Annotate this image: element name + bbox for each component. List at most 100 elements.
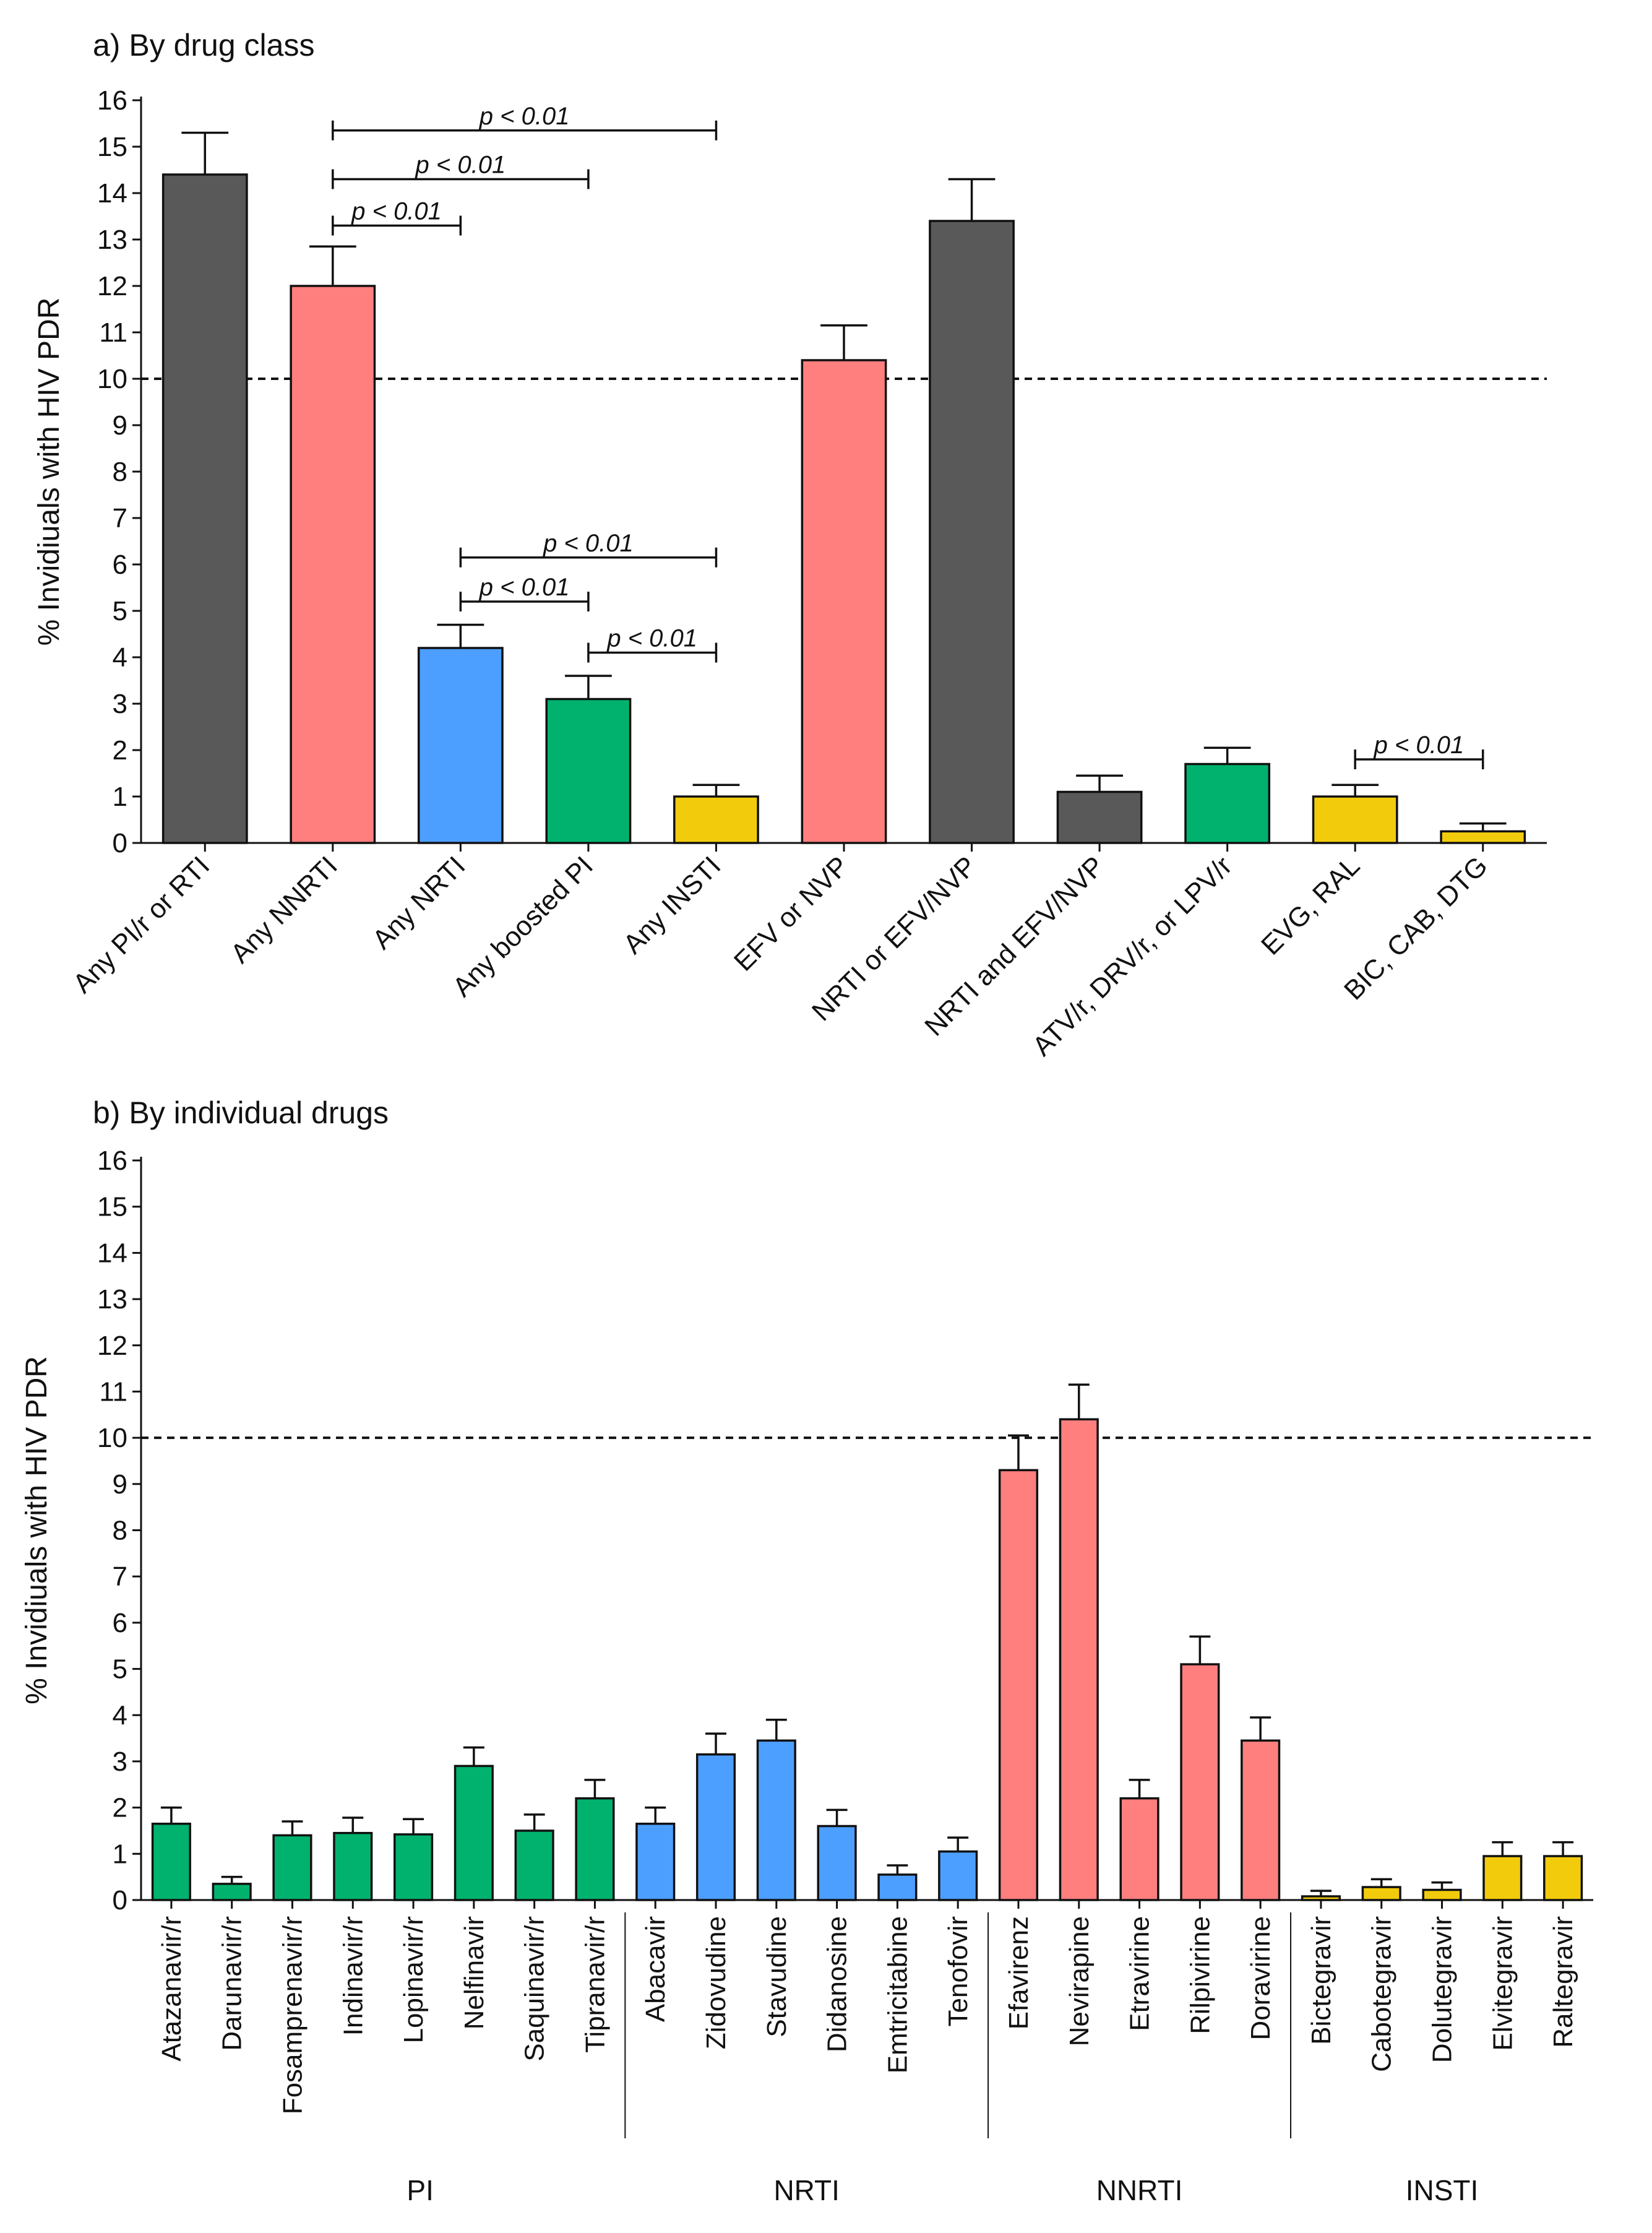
a-bar-5	[801, 359, 887, 844]
a-p-value-label: p < 0.01	[1374, 732, 1465, 759]
a-bar-10	[1440, 830, 1526, 844]
b-bar-10	[756, 1739, 796, 1901]
b-category-label: Raltegravir	[1548, 1916, 1578, 2048]
b-y-tick-label: 6	[113, 1608, 127, 1638]
a-y-tick-label: 12	[97, 271, 127, 301]
a-y-tick-label: 14	[97, 178, 127, 209]
b-category-label: Darunavir/r	[217, 1916, 247, 2051]
panel-b-title: b) By individual drugs	[93, 1095, 389, 1130]
a-y-tick-label: 11	[99, 317, 127, 348]
b-bar-9	[695, 1753, 736, 1901]
b-category-label: Rilpivirine	[1185, 1916, 1215, 2034]
b-bar-17	[1180, 1663, 1220, 1901]
b-category-label: Cabotegravir	[1367, 1916, 1397, 2072]
b-y-tick-label: 1	[113, 1839, 127, 1869]
a-p-value-label: p < 0.01	[351, 198, 442, 225]
a-y-tick-label: 15	[97, 132, 127, 162]
b-bar-12	[877, 1873, 918, 1901]
b-bar-6	[514, 1829, 554, 1901]
b-category-label: Bictegravir	[1306, 1916, 1336, 2045]
b-bar-7	[575, 1797, 615, 1901]
a-y-tick-label: 10	[97, 364, 127, 394]
a-bar-7	[1056, 790, 1143, 844]
b-category-label: Nelfinavir	[459, 1916, 489, 2029]
b-bar-19	[1301, 1895, 1341, 1901]
b-y-tick-label: 9	[113, 1469, 127, 1500]
a-category-label: EFV or NVP	[728, 850, 854, 977]
b-group-label: NRTI	[773, 2174, 840, 2206]
a-bar-3	[545, 698, 632, 844]
b-y-tick-label: 10	[97, 1423, 127, 1453]
b-y-tick-label: 14	[97, 1238, 127, 1268]
b-category-label: Atazanavir/r	[157, 1916, 187, 2062]
b-bar-4	[393, 1833, 434, 1901]
a-y-tick-label: 9	[113, 410, 127, 441]
b-y-tick-label: 2	[113, 1793, 127, 1823]
a-p-value-label: p < 0.01	[479, 574, 570, 601]
b-bar-13	[938, 1850, 978, 1901]
panel-a-bars	[161, 131, 1526, 844]
a-category-label: Any NNRTI	[225, 850, 343, 969]
b-category-label: Tipranavir/r	[580, 1916, 610, 2053]
b-group-label: INSTI	[1406, 2174, 1479, 2206]
b-y-tick-label: 11	[99, 1376, 127, 1407]
a-category-label: EVG, RAL	[1255, 850, 1366, 961]
panel-b-individual-drugs: b) By individual drugs % Invidiuals with…	[20, 1095, 1593, 2206]
a-bar-2	[417, 647, 504, 844]
b-category-label: Indinavir/r	[338, 1916, 368, 2036]
b-category-label: Efavirenz	[1004, 1916, 1034, 2029]
b-bar-20	[1361, 1886, 1401, 1901]
b-category-label: Fosamprenavir/r	[277, 1916, 308, 2114]
b-category-label: Tenofovir	[943, 1916, 973, 2027]
panel-a-significance-annotations: p < 0.01 p < 0.01 p < 0.01 p < 0.01 p < 0.01…	[332, 103, 1484, 769]
b-category-label: Didanosine	[822, 1916, 853, 2052]
a-p-value-label: p < 0.01	[479, 103, 570, 130]
a-y-tick-label: 5	[113, 596, 127, 626]
b-group-label: NNRTI	[1096, 2174, 1183, 2206]
a-y-tick-label: 4	[113, 642, 127, 673]
b-category-label: Doravirine	[1245, 1916, 1276, 2041]
b-y-tick-label: 0	[113, 1885, 127, 1916]
b-category-label: Dolutegravir	[1427, 1916, 1458, 2063]
b-y-tick-label: 12	[97, 1331, 127, 1361]
a-bar-6	[929, 220, 1015, 844]
a-category-label: Any NRTI	[367, 850, 471, 955]
a-bar-0	[161, 173, 248, 844]
panel-a-drug-class: a) By drug class % Invidiuals with HIV P…	[33, 28, 1547, 1062]
b-category-label: Saquinavir/r	[520, 1916, 550, 2062]
a-y-tick-label: 8	[113, 457, 127, 487]
a-y-tick-label: 2	[113, 735, 127, 766]
b-category-label: Nevirapine	[1064, 1916, 1095, 2046]
b-y-tick-label: 8	[113, 1516, 127, 1546]
b-bar-1	[212, 1883, 252, 1901]
b-y-tick-label: 15	[97, 1192, 127, 1222]
b-y-tick-label: 16	[97, 1146, 127, 1176]
b-group-label: PI	[407, 2174, 433, 2206]
b-bar-23	[1543, 1855, 1583, 1901]
a-y-tick-label: 6	[113, 550, 127, 580]
b-bar-5	[454, 1764, 494, 1901]
b-category-label: Elvitegravir	[1487, 1916, 1518, 2051]
a-bar-4	[673, 795, 759, 844]
b-bar-0	[151, 1823, 191, 1901]
b-y-tick-label: 7	[113, 1561, 127, 1592]
a-y-tick-label: 0	[113, 828, 127, 858]
b-bar-8	[635, 1823, 676, 1901]
a-p-value-label: p < 0.01	[543, 530, 634, 557]
a-p-value-label: p < 0.01	[415, 152, 506, 179]
b-y-tick-label: 5	[113, 1654, 127, 1685]
panel-b-bars	[151, 1383, 1583, 1901]
b-category-label: Stavudine	[762, 1916, 792, 2037]
b-bar-22	[1482, 1855, 1523, 1901]
b-bar-18	[1241, 1739, 1281, 1901]
b-category-label: Lopinavir/r	[398, 1916, 429, 2043]
a-bar-1	[290, 285, 376, 844]
b-category-label: Emtricitabine	[882, 1916, 913, 2073]
b-bar-16	[1119, 1797, 1159, 1901]
panel-b-y-axis-label: % Invidiuals with HIV PDR	[20, 1356, 53, 1704]
b-category-label: Etravirine	[1125, 1916, 1155, 2031]
b-y-tick-label: 13	[97, 1284, 127, 1315]
